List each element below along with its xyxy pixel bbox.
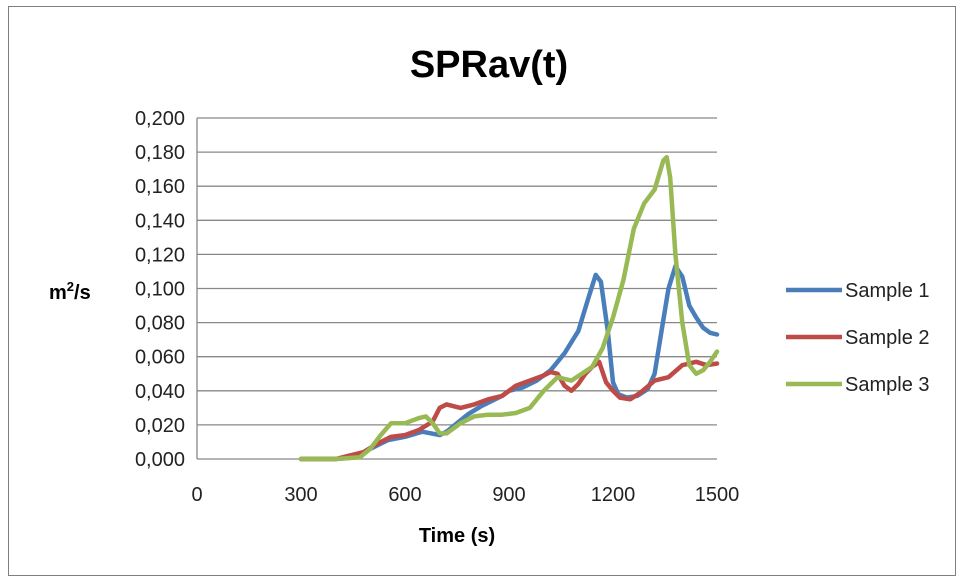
y-tick-label: 0,160 [135,176,185,198]
gridlines [196,117,717,460]
x-tick-labels: 0 300 600 900 1200 1500 [191,484,739,506]
series-line-3 [298,154,720,462]
y-tick-label: 0,060 [135,347,185,369]
legend-label-3: Sample 3 [845,374,930,396]
y-axis-title: m2/s [49,279,91,304]
x-tick-label: 900 [492,484,525,506]
y-tick-label: 0,140 [135,210,185,232]
y-tick-label: 0,100 [135,279,185,301]
y-tick-label: 0,180 [135,142,185,164]
y-tick-label: 0,120 [135,244,185,266]
y-tick-label: 0,200 [135,108,185,130]
x-tick-label: 0 [191,484,202,506]
legend-label-1: Sample 1 [845,280,930,302]
chart-canvas: SPRav(t) 0,0000,0200,0400,0600,0800,1000… [49,44,930,547]
legend-label-2: Sample 2 [845,327,930,349]
chart-title: SPRav(t) [410,44,568,86]
y-tick-label: 0,000 [135,449,185,471]
y-tick-label: 0,080 [135,313,185,335]
x-tick-label: 600 [388,484,421,506]
y-tick-label: 0,020 [135,415,185,437]
y-axis-title-sup: 2 [67,279,74,294]
series-lines [298,154,720,462]
y-axis-title-base: m [49,282,67,304]
y-tick-labels: 0,000 0,020 0,040 0,060 0,080 0,100 0,120 0,140… [135,108,185,471]
x-tick-label: 1500 [695,484,740,506]
legend: Sample 1 Sample 2 Sample 3 [786,280,930,396]
series-line-1 [298,264,720,462]
x-tick-label: 300 [284,484,317,506]
series-line-2 [298,359,720,462]
chart-frame: SPRav(t) 0,000 0,020 0,040 0,060 0,080 0,100 0… [8,6,956,576]
y-axis-title-rest: /s [74,282,91,304]
x-axis-title: Time (s) [419,525,495,547]
x-tick-label: 1200 [591,484,636,506]
y-tick-label: 0,040 [135,381,185,403]
